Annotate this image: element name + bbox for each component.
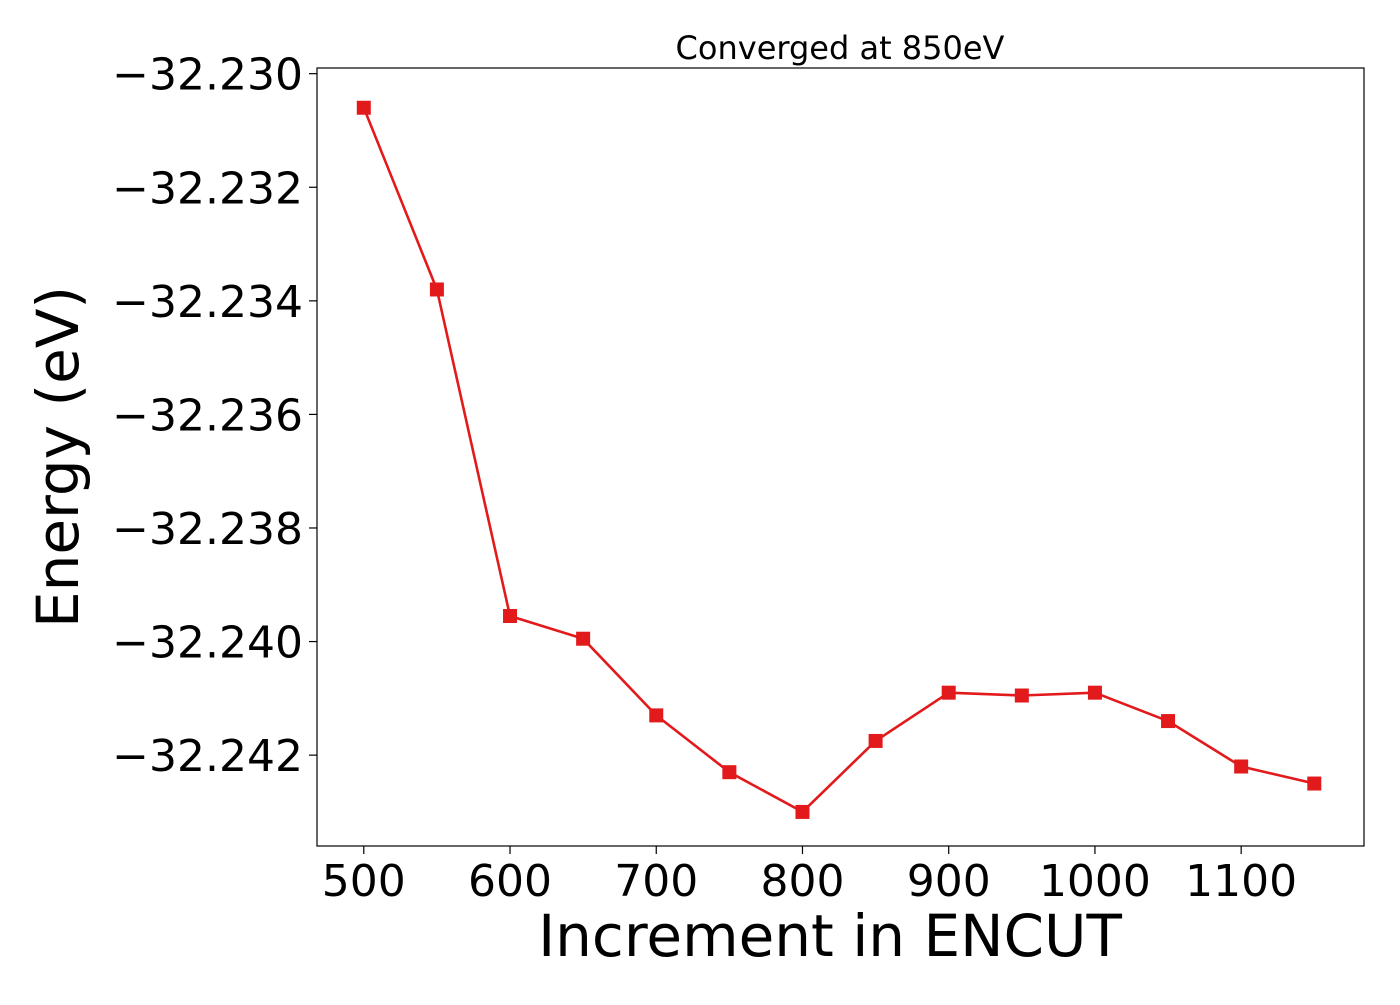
- y-tick-label: −32.230: [112, 50, 303, 101]
- data-point-marker: [1161, 714, 1176, 729]
- data-point-marker: [356, 100, 371, 115]
- ticks: 500 600 700 800 900 1000 1100 −32.230 −32.232 −32…: [112, 50, 1297, 907]
- x-tick-label: 1000: [1039, 856, 1151, 907]
- y-axis-title: Energy (eV): [24, 286, 92, 628]
- y-tick-label: −32.240: [112, 618, 303, 669]
- data-point-marker: [1307, 776, 1322, 791]
- x-tick-label: 800: [760, 856, 844, 907]
- x-tick-label: 700: [614, 856, 698, 907]
- data-point-marker: [795, 804, 810, 819]
- data-point-marker: [941, 685, 956, 700]
- plot-frame: [316, 67, 1365, 847]
- x-axis-title: Increment in ENCUT: [538, 902, 1122, 970]
- data-point-marker: [868, 733, 883, 748]
- x-tick-label: 600: [468, 856, 552, 907]
- plot-area-border: [316, 67, 1365, 847]
- series-line: [362, 107, 1315, 814]
- y-tick-label: −32.238: [112, 504, 303, 555]
- series: [356, 100, 1322, 819]
- data-point-marker: [1087, 685, 1102, 700]
- data-point-marker: [649, 708, 664, 723]
- x-tick-label: 900: [907, 856, 991, 907]
- y-tick-label: −32.236: [112, 390, 303, 441]
- data-point-marker: [503, 609, 518, 624]
- data-point-marker: [576, 631, 591, 646]
- data-point-marker: [722, 765, 737, 780]
- y-tick-label: −32.232: [112, 163, 303, 214]
- data-point-marker: [429, 282, 444, 297]
- data-point-marker: [1014, 688, 1029, 703]
- data-point-marker: [1234, 759, 1249, 774]
- y-tick-label: −32.242: [112, 731, 303, 782]
- x-tick-label: 500: [322, 856, 406, 907]
- x-tick-label: 1100: [1185, 856, 1297, 907]
- y-tick-label: −32.234: [112, 277, 303, 328]
- chart-title: Converged at 850eV: [676, 29, 1005, 67]
